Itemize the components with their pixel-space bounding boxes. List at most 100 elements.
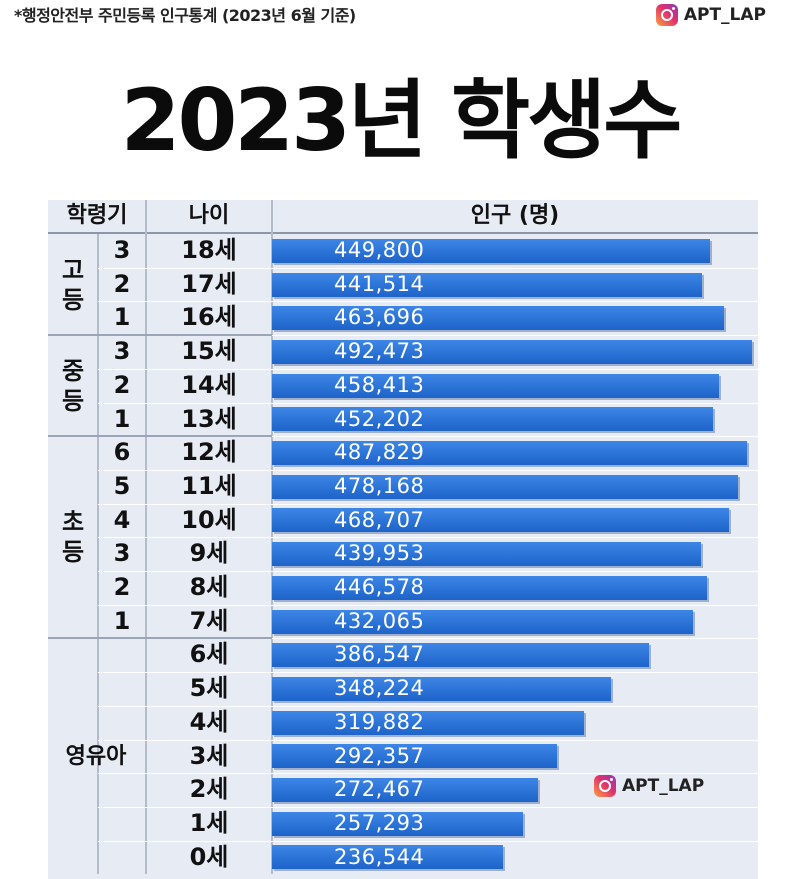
age-label: 9세 xyxy=(189,539,229,568)
brand-header: APT_LAP xyxy=(655,4,766,26)
value-label: 478,168 xyxy=(334,473,425,498)
group-divider xyxy=(48,435,272,438)
instagram-icon xyxy=(594,775,616,797)
age-label: 0세 xyxy=(189,842,229,871)
bar xyxy=(272,845,503,870)
row-divider xyxy=(98,773,758,775)
value-label: 492,473 xyxy=(334,339,425,364)
bar xyxy=(272,542,701,567)
value-label: 432,065 xyxy=(334,608,425,633)
value-label: 446,578 xyxy=(334,575,425,599)
value-label: 348,224 xyxy=(334,676,425,701)
value-label: 257,293 xyxy=(334,810,425,835)
bar xyxy=(272,778,538,803)
header-stage: 학령기 xyxy=(66,203,128,228)
value-label: 441,514 xyxy=(334,271,425,296)
grade-cell: 1 xyxy=(113,606,131,635)
group-label-char: 등 xyxy=(61,386,85,415)
age-label: 11세 xyxy=(181,471,237,500)
group-label-char: 고 xyxy=(61,255,85,284)
group-divider xyxy=(48,637,272,640)
row-divider xyxy=(98,571,758,572)
bar xyxy=(272,643,649,668)
grade-cell: 1 xyxy=(113,303,131,332)
value-label: 272,467 xyxy=(334,777,425,802)
header-age: 나이 xyxy=(188,203,230,228)
age-label: 1세 xyxy=(189,808,229,837)
header-population: 인구 (명) xyxy=(470,203,560,228)
bar xyxy=(272,474,738,499)
row-divider xyxy=(98,806,758,808)
row-divider xyxy=(98,705,758,707)
bar xyxy=(272,710,584,735)
grade-cell: 3 xyxy=(113,337,131,366)
bar xyxy=(272,407,713,432)
value-label: 458,413 xyxy=(334,372,425,397)
grade-cell: 2 xyxy=(113,269,131,298)
grade-cell: 4 xyxy=(113,505,131,534)
bar xyxy=(272,508,729,533)
bar xyxy=(272,441,747,466)
watermark: APT_LAP xyxy=(594,775,704,797)
value-label: 449,800 xyxy=(334,238,425,262)
bar xyxy=(272,238,710,263)
value-label: 452,202 xyxy=(334,406,425,431)
chart-title: 2023년 학생수 xyxy=(120,71,683,171)
table-header: 학령기 나이 인구 (명) xyxy=(48,200,758,234)
row-divider xyxy=(98,469,758,471)
row-divider xyxy=(98,436,758,438)
grade-cell: 3 xyxy=(113,539,131,568)
value-label: 487,829 xyxy=(334,440,425,465)
value-label: 439,953 xyxy=(334,541,425,566)
age-label: 15세 xyxy=(181,337,237,366)
watermark-label: APT_LAP xyxy=(622,776,705,796)
row-divider xyxy=(98,672,758,674)
row-divider xyxy=(98,402,758,404)
row-divider xyxy=(98,301,758,303)
age-label: 3세 xyxy=(189,741,229,770)
column-divider xyxy=(271,200,273,875)
row-divider xyxy=(98,840,758,842)
row-divider xyxy=(98,604,758,606)
value-label: 292,357 xyxy=(334,743,425,768)
row-divider xyxy=(98,739,758,741)
grade-cell: 2 xyxy=(113,370,131,399)
group-label-char: 초 xyxy=(61,508,85,537)
brand-label: APT_LAP xyxy=(683,5,766,25)
value-label: 463,696 xyxy=(334,305,425,330)
bar xyxy=(272,575,707,600)
bar xyxy=(272,609,693,634)
age-label: 5세 xyxy=(189,674,229,703)
row-divider xyxy=(98,503,758,505)
grade-cell: 6 xyxy=(113,438,131,467)
grade-cell: 1 xyxy=(113,404,131,433)
bar xyxy=(272,306,724,331)
group-divider xyxy=(48,334,272,337)
value-label: 236,544 xyxy=(334,844,425,869)
instagram-icon xyxy=(655,4,678,26)
age-label: 7세 xyxy=(189,606,229,635)
bar xyxy=(272,744,557,769)
grade-cell: 3 xyxy=(113,236,131,264)
student-table: 학령기 나이 인구 (명) 고 등 중 등 초 등 영유아 3 18세 449,800 2 17세 44… xyxy=(48,200,758,879)
age-label: 17세 xyxy=(181,269,237,298)
source-note: *행정안전부 주민등록 인구통계 (2023년 6월 기준) xyxy=(14,6,356,25)
bar xyxy=(272,676,611,701)
age-label: 10세 xyxy=(181,505,237,534)
column-divider xyxy=(97,234,99,875)
age-label: 8세 xyxy=(189,573,229,601)
row-divider xyxy=(98,537,758,539)
age-label: 13세 xyxy=(181,404,237,433)
age-label: 2세 xyxy=(189,775,229,804)
group-label-char: 등 xyxy=(61,538,85,567)
row-divider xyxy=(98,638,758,640)
row-divider xyxy=(98,267,758,269)
age-label: 12세 xyxy=(181,438,237,467)
value-label: 386,547 xyxy=(334,642,425,667)
bar xyxy=(272,811,523,836)
value-label: 319,882 xyxy=(334,709,425,734)
group-label-4: 영유아 xyxy=(65,743,127,769)
